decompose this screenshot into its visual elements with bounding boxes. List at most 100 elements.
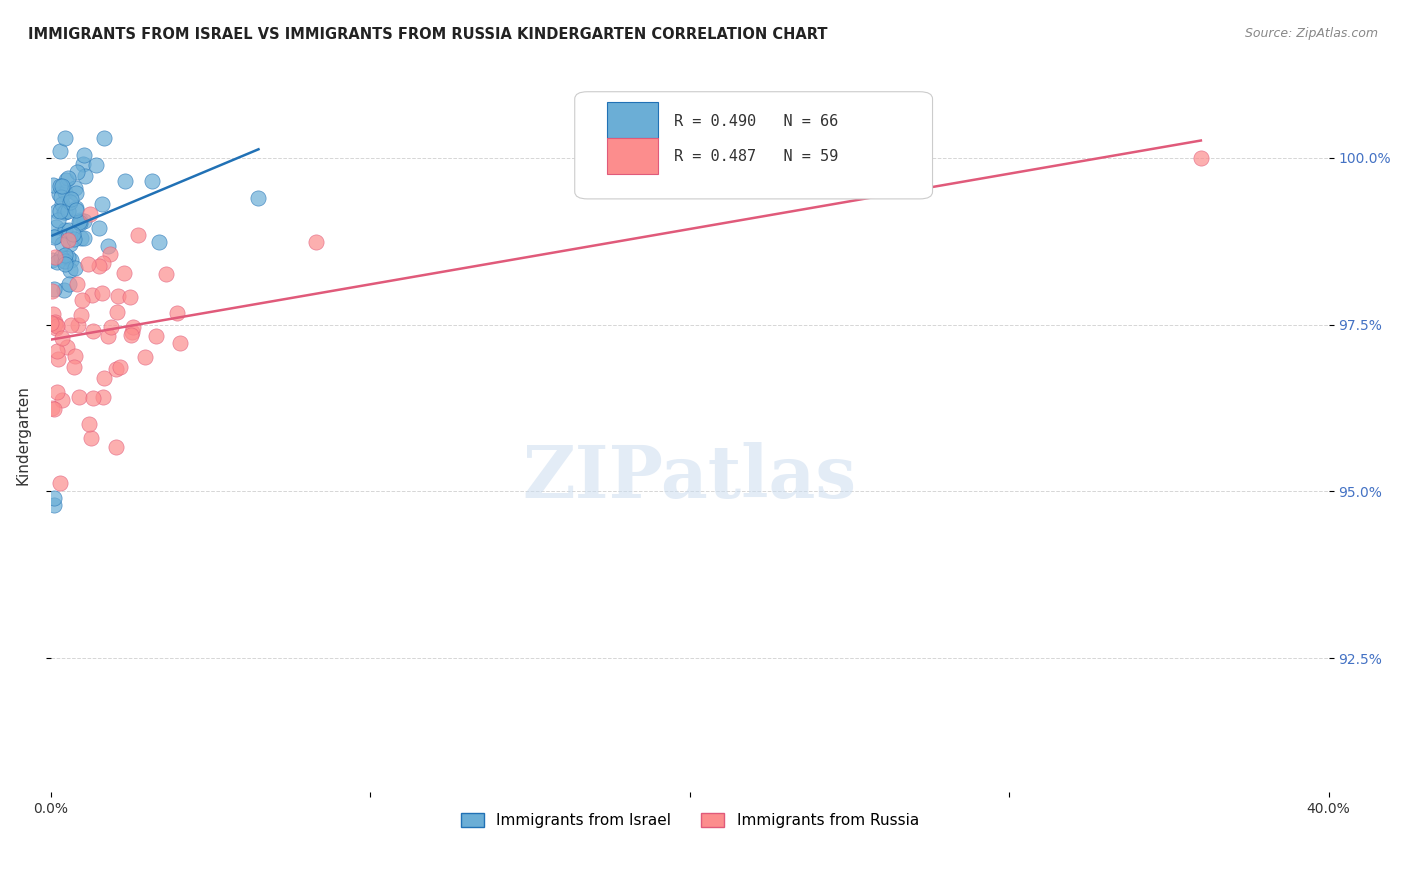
Immigrants from Israel — [53, 130, 76, 145]
Immigrants from Israel — [48, 187, 70, 202]
Immigrants from Russia — [80, 431, 103, 445]
Immigrants from Russia — [44, 251, 66, 265]
Immigrants from Russia — [145, 329, 167, 343]
Immigrants from Russia — [44, 315, 66, 329]
Immigrants from Israel — [42, 491, 65, 505]
Immigrants from Israel — [49, 179, 72, 194]
Immigrants from Israel — [72, 214, 94, 228]
Immigrants from Russia — [1189, 151, 1212, 165]
Immigrants from Israel — [49, 204, 72, 219]
Immigrants from Russia — [93, 370, 115, 384]
Immigrants from Russia — [66, 277, 89, 291]
Immigrants from Russia — [41, 317, 63, 331]
Immigrants from Israel — [148, 235, 170, 249]
Immigrants from Israel — [63, 260, 86, 275]
Immigrants from Israel — [62, 227, 84, 241]
Immigrants from Russia — [41, 284, 63, 298]
Immigrants from Israel — [89, 220, 111, 235]
Immigrants from Israel — [51, 179, 73, 194]
Immigrants from Russia — [90, 286, 112, 301]
Immigrants from Israel — [58, 277, 80, 292]
Immigrants from Russia — [42, 307, 65, 321]
Immigrants from Israel — [58, 195, 80, 210]
Y-axis label: Kindergarten: Kindergarten — [15, 384, 30, 484]
Immigrants from Israel — [55, 172, 77, 186]
Immigrants from Russia — [46, 351, 69, 366]
Immigrants from Israel — [60, 253, 83, 268]
Text: Source: ZipAtlas.com: Source: ZipAtlas.com — [1244, 27, 1378, 40]
Immigrants from Israel — [56, 251, 79, 265]
Immigrants from Russia — [134, 351, 156, 365]
Immigrants from Russia — [56, 340, 79, 354]
Immigrants from Israel — [73, 148, 96, 162]
Immigrants from Russia — [91, 390, 114, 404]
Immigrants from Russia — [120, 327, 142, 342]
Immigrants from Israel — [46, 213, 69, 227]
Immigrants from Russia — [44, 402, 66, 417]
Immigrants from Russia — [77, 257, 100, 271]
Immigrants from Russia — [80, 288, 103, 302]
Immigrants from Russia — [77, 417, 100, 431]
Text: ZIPatlas: ZIPatlas — [523, 442, 856, 513]
Immigrants from Russia — [46, 385, 69, 400]
FancyBboxPatch shape — [575, 92, 932, 199]
Immigrants from Israel — [53, 253, 76, 268]
Immigrants from Israel — [52, 205, 75, 219]
Immigrants from Russia — [305, 235, 328, 250]
Immigrants from Russia — [65, 350, 87, 364]
Immigrants from Russia — [46, 319, 69, 334]
Immigrants from Russia — [107, 289, 129, 303]
Immigrants from Israel — [51, 197, 73, 211]
Immigrants from Israel — [42, 282, 65, 296]
Immigrants from Russia — [155, 268, 177, 282]
Immigrants from Israel — [65, 202, 87, 216]
Immigrants from Russia — [127, 227, 149, 242]
Immigrants from Russia — [44, 318, 66, 332]
Immigrants from Israel — [53, 223, 76, 237]
Immigrants from Russia — [169, 335, 191, 350]
FancyBboxPatch shape — [606, 138, 658, 174]
Immigrants from Israel — [114, 174, 136, 188]
Immigrants from Russia — [91, 256, 114, 270]
Immigrants from Israel — [69, 213, 91, 227]
Immigrants from Israel — [59, 263, 82, 277]
Immigrants from Russia — [118, 290, 141, 304]
Immigrants from Israel — [45, 228, 67, 243]
Immigrants from Russia — [110, 360, 132, 375]
Immigrants from Israel — [49, 250, 72, 264]
Immigrants from Russia — [105, 305, 128, 319]
Text: IMMIGRANTS FROM ISRAEL VS IMMIGRANTS FROM RUSSIA KINDERGARTEN CORRELATION CHART: IMMIGRANTS FROM ISRAEL VS IMMIGRANTS FRO… — [28, 27, 828, 42]
Immigrants from Russia — [97, 329, 120, 343]
Immigrants from Russia — [104, 362, 127, 376]
Immigrants from Israel — [45, 219, 67, 234]
Immigrants from Israel — [65, 202, 87, 217]
Immigrants from Israel — [53, 205, 76, 219]
Immigrants from Russia — [59, 318, 82, 332]
Immigrants from Israel — [42, 230, 65, 244]
Immigrants from Israel — [41, 253, 63, 268]
Immigrants from Israel — [46, 204, 69, 219]
Immigrants from Israel — [48, 144, 70, 158]
Immigrants from Russia — [67, 318, 90, 332]
Immigrants from Israel — [93, 130, 115, 145]
Immigrants from Israel — [51, 237, 73, 252]
Immigrants from Israel — [97, 239, 120, 253]
Immigrants from Israel — [91, 197, 114, 211]
Immigrants from Russia — [166, 305, 188, 319]
Immigrants from Russia — [70, 293, 93, 307]
Immigrants from Israel — [69, 217, 91, 231]
Immigrants from Israel — [49, 189, 72, 203]
Immigrants from Israel — [75, 169, 97, 183]
Immigrants from Russia — [41, 401, 63, 415]
Immigrants from Russia — [112, 266, 135, 280]
Immigrants from Russia — [89, 259, 111, 273]
Immigrants from Israel — [247, 191, 270, 205]
Immigrants from Russia — [48, 475, 70, 490]
Immigrants from Russia — [58, 233, 80, 247]
Immigrants from Israel — [70, 230, 93, 244]
FancyBboxPatch shape — [606, 103, 658, 138]
Immigrants from Russia — [45, 321, 67, 335]
Immigrants from Russia — [67, 390, 90, 404]
Immigrants from Israel — [63, 232, 86, 246]
Immigrants from Russia — [62, 359, 84, 374]
